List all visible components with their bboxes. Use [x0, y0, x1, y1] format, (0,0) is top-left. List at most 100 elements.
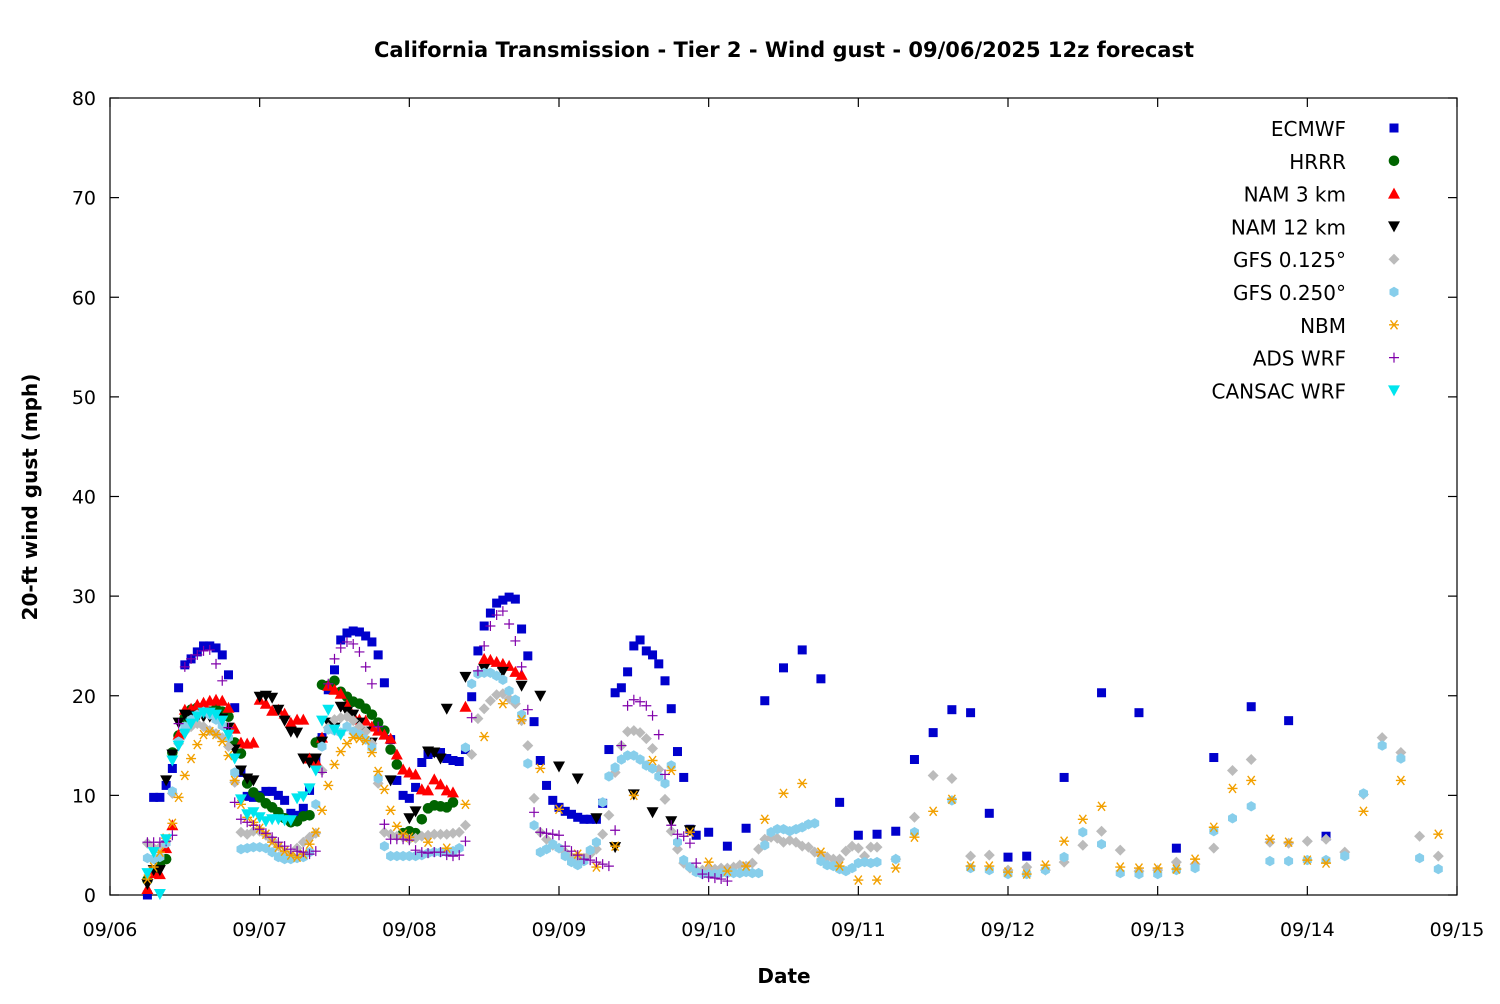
- data-point: [666, 765, 677, 776]
- data-point: [1078, 827, 1088, 838]
- data-point: [454, 757, 464, 767]
- data-point: [280, 795, 290, 805]
- data-point: [604, 771, 614, 782]
- data-point: [890, 863, 901, 874]
- data-point: [142, 890, 152, 900]
- data-point: [703, 857, 714, 868]
- data-point: [317, 741, 327, 752]
- data-point: [366, 678, 377, 689]
- series-1: [142, 675, 459, 886]
- data-point: [1077, 814, 1088, 825]
- data-point: [572, 850, 583, 861]
- data-point: [554, 802, 564, 812]
- data-point: [1227, 783, 1238, 794]
- y-axis-label: 20-ft wind gust (mph): [18, 374, 42, 621]
- data-point: [235, 814, 246, 825]
- x-tick-label: 09/12: [981, 919, 1036, 941]
- data-point: [317, 767, 328, 778]
- data-point: [185, 718, 198, 730]
- data-point: [553, 761, 565, 773]
- data-point: [247, 807, 260, 819]
- data-point: [810, 818, 820, 829]
- data-point: [535, 756, 545, 766]
- data-point: [529, 717, 539, 727]
- x-tick-label: 09/11: [831, 919, 886, 941]
- data-point: [802, 841, 814, 853]
- data-point: [648, 763, 657, 774]
- data-point: [709, 873, 720, 884]
- data-point: [840, 845, 852, 857]
- data-point: [415, 783, 428, 795]
- data-point: [230, 767, 240, 778]
- data-point: [428, 773, 441, 785]
- data-point: [373, 721, 384, 732]
- legend-label: GFS 0.250°: [1233, 281, 1346, 305]
- data-point: [591, 857, 602, 868]
- data-point: [316, 715, 329, 727]
- data-point: [441, 850, 452, 861]
- data-point: [1040, 864, 1050, 876]
- data-point: [303, 757, 316, 769]
- data-point: [523, 651, 533, 661]
- legend-label: ECMWF: [1271, 117, 1346, 141]
- data-point: [379, 841, 389, 852]
- data-point: [384, 775, 397, 787]
- data-point: [1115, 862, 1126, 873]
- data-point: [298, 847, 309, 858]
- y-tick-label: 60: [72, 287, 96, 309]
- x-tick-label: 09/15: [1430, 919, 1485, 941]
- data-point: [284, 815, 297, 827]
- data-point: [323, 678, 334, 689]
- data-point: [211, 658, 222, 669]
- data-point: [1358, 806, 1369, 817]
- data-point: [167, 763, 177, 773]
- data-point: [691, 858, 702, 869]
- data-point: [1283, 837, 1294, 848]
- data-point: [566, 846, 577, 857]
- data-point: [172, 728, 185, 740]
- data-point: [391, 821, 402, 832]
- data-point: [1190, 854, 1201, 865]
- data-point: [516, 661, 527, 672]
- data-point: [1246, 702, 1256, 712]
- data-point: [479, 640, 490, 651]
- data-point: [242, 791, 252, 801]
- data-point: [635, 754, 645, 765]
- data-point: [378, 728, 391, 740]
- y-tick-label: 10: [72, 785, 96, 807]
- data-point: [285, 850, 296, 861]
- data-point: [398, 834, 409, 845]
- data-point: [385, 805, 396, 816]
- data-point: [872, 875, 883, 885]
- data-point: [1414, 830, 1426, 842]
- data-point: [217, 736, 228, 747]
- data-point: [248, 820, 259, 831]
- data-point: [1021, 869, 1032, 880]
- x-tick-label: 09/10: [681, 919, 736, 941]
- data-point: [653, 729, 664, 740]
- legend-marker: [1388, 221, 1400, 233]
- data-point: [647, 710, 658, 721]
- data-point: [434, 753, 447, 765]
- data-point: [472, 713, 484, 725]
- data-point: [1208, 842, 1220, 854]
- legend-marker: [1389, 319, 1399, 330]
- data-point: [304, 810, 315, 821]
- data-point: [354, 627, 364, 637]
- data-point: [285, 844, 296, 855]
- legend-marker: [1389, 286, 1399, 298]
- data-point: [441, 843, 452, 854]
- data-point: [167, 818, 178, 829]
- data-point: [479, 621, 489, 631]
- data-point: [160, 834, 173, 846]
- data-point: [835, 797, 845, 807]
- data-point: [286, 808, 296, 818]
- data-point: [573, 812, 583, 822]
- data-point: [1134, 708, 1144, 718]
- data-point: [310, 827, 321, 838]
- data-point: [641, 700, 652, 711]
- data-point: [496, 666, 509, 678]
- data-point: [335, 642, 346, 653]
- data-point: [872, 856, 882, 868]
- legend-label: ADS WRF: [1253, 347, 1346, 371]
